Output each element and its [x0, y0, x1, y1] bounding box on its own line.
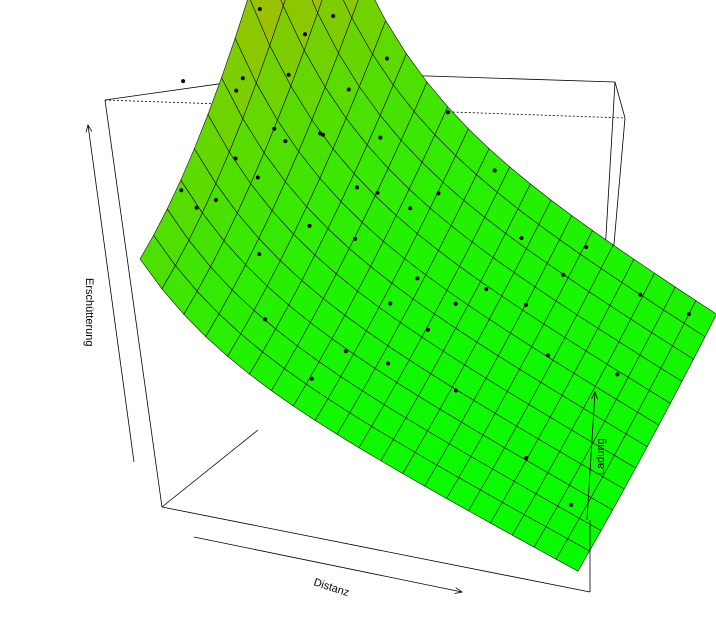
z-axis-label: Erschütterung	[83, 278, 95, 346]
data-point	[445, 110, 450, 115]
data-point	[524, 302, 528, 307]
data-point	[375, 190, 380, 195]
data-point	[388, 301, 393, 306]
data-point	[194, 205, 199, 210]
data-point	[272, 126, 277, 131]
data-point	[484, 287, 489, 292]
axis-arrows	[85, 123, 598, 594]
data-point	[408, 206, 413, 211]
surface-facet	[555, 538, 590, 572]
data-point	[584, 245, 589, 249]
data-point	[638, 292, 643, 297]
data-point	[213, 198, 218, 202]
data-point	[321, 132, 326, 137]
x-axis-arrow	[193, 536, 463, 593]
data-points	[179, 7, 691, 507]
data-point	[615, 372, 620, 377]
x-axis-arrow-head	[454, 587, 463, 594]
data-point	[425, 327, 430, 332]
data-point	[415, 276, 420, 281]
data-point	[569, 502, 574, 507]
data-point	[346, 87, 351, 92]
data-point	[286, 72, 291, 77]
plot-box-front	[161, 506, 591, 593]
box-edge	[161, 429, 259, 508]
data-point	[343, 349, 348, 354]
data-point	[453, 301, 458, 306]
data-point	[283, 139, 288, 144]
data-point	[546, 353, 551, 358]
data-point	[386, 361, 391, 366]
data-point	[257, 7, 262, 11]
data-point	[492, 168, 497, 173]
data-point	[179, 188, 184, 193]
y-axis-arrow-head	[591, 390, 598, 400]
data-point	[255, 175, 260, 180]
data-point	[309, 376, 314, 381]
data-point	[436, 191, 441, 196]
data-point	[257, 252, 262, 257]
data-point	[353, 236, 358, 241]
z-axis-arrow-head	[85, 123, 93, 133]
data-point	[240, 76, 245, 81]
surface-mesh	[139, 0, 716, 572]
data-point	[385, 56, 389, 61]
box-edge	[161, 506, 591, 593]
data-point	[303, 32, 307, 37]
data-point	[331, 14, 336, 18]
x-axis-label: Distanz	[312, 576, 351, 599]
data-point	[686, 312, 691, 317]
box-edge	[614, 81, 626, 119]
y-axis-label: Ladung	[595, 438, 607, 475]
z-axis-arrow	[87, 124, 135, 463]
data-point	[318, 131, 323, 136]
data-point	[519, 236, 524, 241]
y-axis-arrow	[586, 391, 596, 521]
data-point	[263, 317, 268, 322]
data-point	[181, 79, 186, 84]
box-edge	[104, 99, 163, 508]
data-point	[234, 88, 239, 93]
data-point	[378, 135, 383, 140]
data-point	[453, 388, 458, 393]
data-point	[307, 223, 312, 228]
data-point	[355, 185, 359, 190]
data-point	[561, 272, 566, 277]
data-point	[524, 456, 529, 460]
data-point	[233, 156, 238, 161]
